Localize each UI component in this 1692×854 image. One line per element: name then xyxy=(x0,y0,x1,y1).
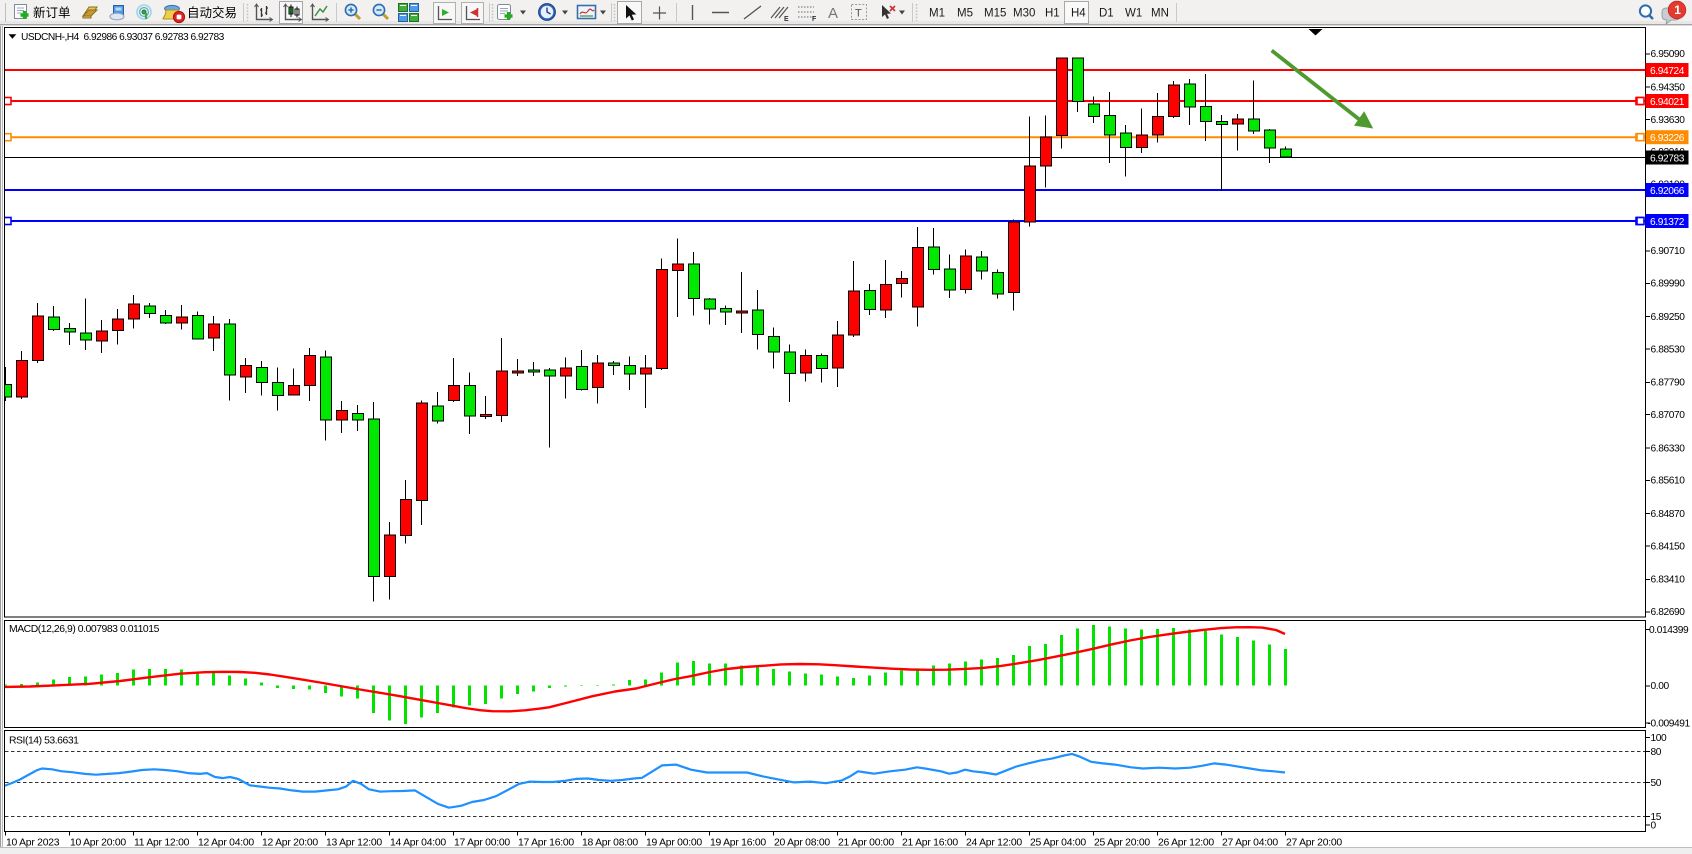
svg-text:6.86330: 6.86330 xyxy=(1651,443,1686,454)
svg-text:H4: H4 xyxy=(1071,8,1086,20)
svg-text:F: F xyxy=(812,16,817,23)
svg-text:27 Apr 20:00: 27 Apr 20:00 xyxy=(1286,838,1342,849)
svg-text:25 Apr 20:00: 25 Apr 20:00 xyxy=(1094,838,1150,849)
svg-text:14 Apr 04:00: 14 Apr 04:00 xyxy=(390,838,446,849)
svg-text:MN: MN xyxy=(1151,8,1169,20)
svg-text:0: 0 xyxy=(1651,820,1657,831)
svg-text:自动交易: 自动交易 xyxy=(187,5,237,20)
svg-text:10 Apr 20:00: 10 Apr 20:00 xyxy=(70,838,126,849)
svg-text:E: E xyxy=(784,16,789,23)
svg-text:M30: M30 xyxy=(1013,8,1035,20)
svg-text:1: 1 xyxy=(1674,3,1681,17)
svg-text:21 Apr 00:00: 21 Apr 00:00 xyxy=(838,838,894,849)
svg-text:6.94021: 6.94021 xyxy=(1650,97,1685,108)
svg-text:6.95090: 6.95090 xyxy=(1651,49,1686,60)
svg-text:6.85610: 6.85610 xyxy=(1651,476,1686,487)
svg-text:6.92066: 6.92066 xyxy=(1650,186,1685,197)
svg-text:D1: D1 xyxy=(1099,8,1114,20)
svg-text:19 Apr 16:00: 19 Apr 16:00 xyxy=(710,838,766,849)
svg-text:0.00: 0.00 xyxy=(1651,681,1670,692)
svg-text:新订单: 新订单 xyxy=(33,5,71,20)
svg-text:6.87070: 6.87070 xyxy=(1651,410,1686,421)
svg-text:19 Apr 00:00: 19 Apr 00:00 xyxy=(646,838,702,849)
svg-text:100: 100 xyxy=(1651,733,1668,744)
svg-text:25 Apr 04:00: 25 Apr 04:00 xyxy=(1030,838,1086,849)
svg-text:6.94724: 6.94724 xyxy=(1650,66,1685,77)
svg-text:18 Apr 08:00: 18 Apr 08:00 xyxy=(582,838,638,849)
svg-text:6.94350: 6.94350 xyxy=(1651,82,1686,93)
svg-text:6.92783: 6.92783 xyxy=(1650,153,1685,164)
svg-text:M15: M15 xyxy=(984,8,1006,20)
svg-text:15: 15 xyxy=(1651,812,1662,823)
svg-text:80: 80 xyxy=(1651,747,1662,758)
svg-text:6.91372: 6.91372 xyxy=(1650,217,1685,228)
svg-text:17 Apr 16:00: 17 Apr 16:00 xyxy=(518,838,574,849)
svg-text:6.87790: 6.87790 xyxy=(1651,378,1686,389)
svg-text:USDCNH-,H4 6.92986 6.93037 6.: USDCNH-,H4 6.92986 6.93037 6.92783 6.927… xyxy=(21,32,225,43)
svg-text:6.84150: 6.84150 xyxy=(1651,541,1686,552)
svg-text:6.83410: 6.83410 xyxy=(1651,575,1686,586)
svg-text:10 Apr 2023: 10 Apr 2023 xyxy=(6,838,60,849)
svg-text:20 Apr 08:00: 20 Apr 08:00 xyxy=(774,838,830,849)
svg-text:6.84870: 6.84870 xyxy=(1651,509,1686,520)
svg-text:24 Apr 12:00: 24 Apr 12:00 xyxy=(966,838,1022,849)
svg-text:6.90710: 6.90710 xyxy=(1651,246,1686,257)
svg-text:6.93226: 6.93226 xyxy=(1650,133,1685,144)
svg-text:13 Apr 12:00: 13 Apr 12:00 xyxy=(326,838,382,849)
svg-text:0.014399: 0.014399 xyxy=(1649,625,1689,636)
svg-text:RSI(14) 53.6631: RSI(14) 53.6631 xyxy=(9,736,79,747)
svg-text:MACD(12,26,9) 0.007983 0.01101: MACD(12,26,9) 0.007983 0.011015 xyxy=(9,624,160,635)
svg-text:H1: H1 xyxy=(1045,8,1060,20)
svg-text:6.89990: 6.89990 xyxy=(1651,279,1686,290)
svg-text:26 Apr 12:00: 26 Apr 12:00 xyxy=(1158,838,1214,849)
svg-text:A: A xyxy=(828,5,838,22)
svg-text:M1: M1 xyxy=(929,8,945,20)
svg-text:6.93630: 6.93630 xyxy=(1651,115,1686,126)
svg-text:-0.009491: -0.009491 xyxy=(1648,718,1691,729)
svg-text:50: 50 xyxy=(1651,778,1662,789)
svg-text:11 Apr 12:00: 11 Apr 12:00 xyxy=(134,838,190,849)
svg-text:17 Apr 00:00: 17 Apr 00:00 xyxy=(454,838,510,849)
svg-text:W1: W1 xyxy=(1125,8,1142,20)
svg-text:12 Apr 20:00: 12 Apr 20:00 xyxy=(262,838,318,849)
svg-text:27 Apr 04:00: 27 Apr 04:00 xyxy=(1222,838,1278,849)
svg-text:6.88530: 6.88530 xyxy=(1651,344,1686,355)
svg-text:6.89250: 6.89250 xyxy=(1651,312,1686,323)
svg-text:T: T xyxy=(855,8,862,20)
svg-text:12 Apr 04:00: 12 Apr 04:00 xyxy=(198,838,254,849)
svg-text:M5: M5 xyxy=(957,8,973,20)
svg-text:21 Apr 16:00: 21 Apr 16:00 xyxy=(902,838,958,849)
svg-text:6.82690: 6.82690 xyxy=(1651,607,1686,618)
